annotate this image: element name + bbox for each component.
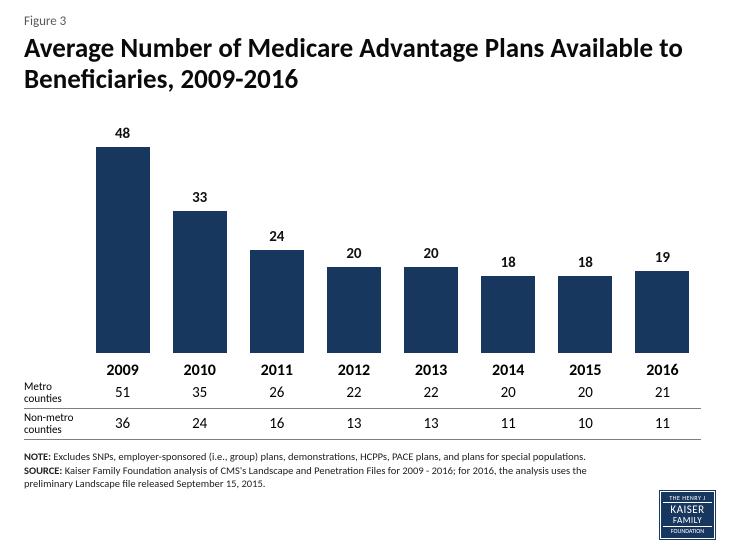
table-divider bbox=[24, 408, 701, 409]
table-cell: 11 bbox=[470, 411, 547, 437]
logo-line3: FAMILY bbox=[663, 516, 712, 525]
bar bbox=[558, 276, 612, 353]
row-cells: 3624161313111011 bbox=[84, 411, 701, 437]
bar-column: 19 bbox=[624, 249, 701, 353]
table-cell: 13 bbox=[393, 411, 470, 437]
figure-label: Figure 3 bbox=[24, 14, 711, 29]
table-row: Non-metro counties3624161313111011 bbox=[24, 411, 701, 437]
source-label: SOURCE: bbox=[24, 464, 62, 477]
table-row: Metro counties5135262222202021 bbox=[24, 380, 701, 406]
bar-column: 20 bbox=[315, 245, 392, 353]
bar bbox=[327, 267, 381, 353]
x-axis-labels: 20092010201120122013201420152016 bbox=[84, 361, 701, 380]
figure-title: Average Number of Medicare Advantage Pla… bbox=[24, 33, 711, 95]
x-axis-label: 2013 bbox=[393, 361, 470, 380]
data-table: Metro counties5135262222202021Non-metro … bbox=[24, 380, 711, 440]
table-cell: 51 bbox=[84, 380, 161, 406]
table-divider bbox=[24, 439, 701, 440]
bar-value-label: 33 bbox=[192, 189, 207, 207]
bar bbox=[404, 267, 458, 353]
x-axis-label: 2014 bbox=[470, 361, 547, 380]
bar-value-label: 20 bbox=[423, 245, 438, 263]
table-cell: 20 bbox=[547, 380, 624, 406]
bar-column: 20 bbox=[393, 245, 470, 353]
bar-column: 18 bbox=[470, 254, 547, 353]
x-axis-label: 2010 bbox=[161, 361, 238, 380]
x-axis-label: 2016 bbox=[624, 361, 701, 380]
table-cell: 11 bbox=[624, 411, 701, 437]
logo-line4: FOUNDATION bbox=[663, 526, 712, 534]
note-label: NOTE: bbox=[24, 450, 51, 463]
table-cell: 24 bbox=[161, 411, 238, 437]
bar-value-label: 48 bbox=[115, 125, 130, 143]
x-axis-label: 2015 bbox=[547, 361, 624, 380]
kff-logo: THE HENRY J KAISER FAMILY FOUNDATION bbox=[660, 491, 715, 539]
table-cell: 26 bbox=[238, 380, 315, 406]
bar bbox=[635, 271, 689, 353]
table-cell: 13 bbox=[315, 411, 392, 437]
bar-value-label: 19 bbox=[655, 249, 670, 267]
bar-column: 18 bbox=[547, 254, 624, 353]
bar-column: 24 bbox=[238, 228, 315, 353]
table-cell: 22 bbox=[393, 380, 470, 406]
source-line: SOURCE: Kaiser Family Foundation analysi… bbox=[24, 464, 631, 491]
row-cells: 5135262222202021 bbox=[84, 380, 701, 406]
logo-line1: THE HENRY J bbox=[663, 495, 712, 503]
source-text: Kaiser Family Foundation analysis of CMS… bbox=[24, 464, 587, 491]
row-label: Non-metro counties bbox=[24, 412, 84, 436]
bar bbox=[481, 276, 535, 353]
bar-chart: 48 33 24 20 20 18 18 19 bbox=[84, 113, 701, 353]
bar bbox=[96, 147, 150, 353]
table-cell: 10 bbox=[547, 411, 624, 437]
table-cell: 22 bbox=[315, 380, 392, 406]
table-cell: 35 bbox=[161, 380, 238, 406]
x-axis-label: 2011 bbox=[238, 361, 315, 380]
bar bbox=[173, 211, 227, 353]
bar bbox=[250, 250, 304, 353]
figure-container: Figure 3 Average Number of Medicare Adva… bbox=[0, 0, 735, 501]
table-cell: 16 bbox=[238, 411, 315, 437]
note-line: NOTE: Excludes SNPs, employer-sponsored … bbox=[24, 450, 631, 464]
bar-column: 33 bbox=[161, 189, 238, 353]
table-cell: 20 bbox=[470, 380, 547, 406]
row-label: Metro counties bbox=[24, 381, 84, 405]
x-axis-label: 2012 bbox=[315, 361, 392, 380]
bar-value-label: 24 bbox=[269, 228, 284, 246]
footer-notes: NOTE: Excludes SNPs, employer-sponsored … bbox=[24, 450, 711, 491]
x-axis-label: 2009 bbox=[84, 361, 161, 380]
bar-value-label: 20 bbox=[346, 245, 361, 263]
table-cell: 21 bbox=[624, 380, 701, 406]
bar-value-label: 18 bbox=[501, 254, 516, 272]
chart-area: 48 33 24 20 20 18 18 19 bbox=[84, 113, 701, 353]
bar-column: 48 bbox=[84, 125, 161, 353]
table-cell: 36 bbox=[84, 411, 161, 437]
note-text: Excludes SNPs, employer-sponsored (i.e.,… bbox=[51, 450, 586, 463]
bar-value-label: 18 bbox=[578, 254, 593, 272]
